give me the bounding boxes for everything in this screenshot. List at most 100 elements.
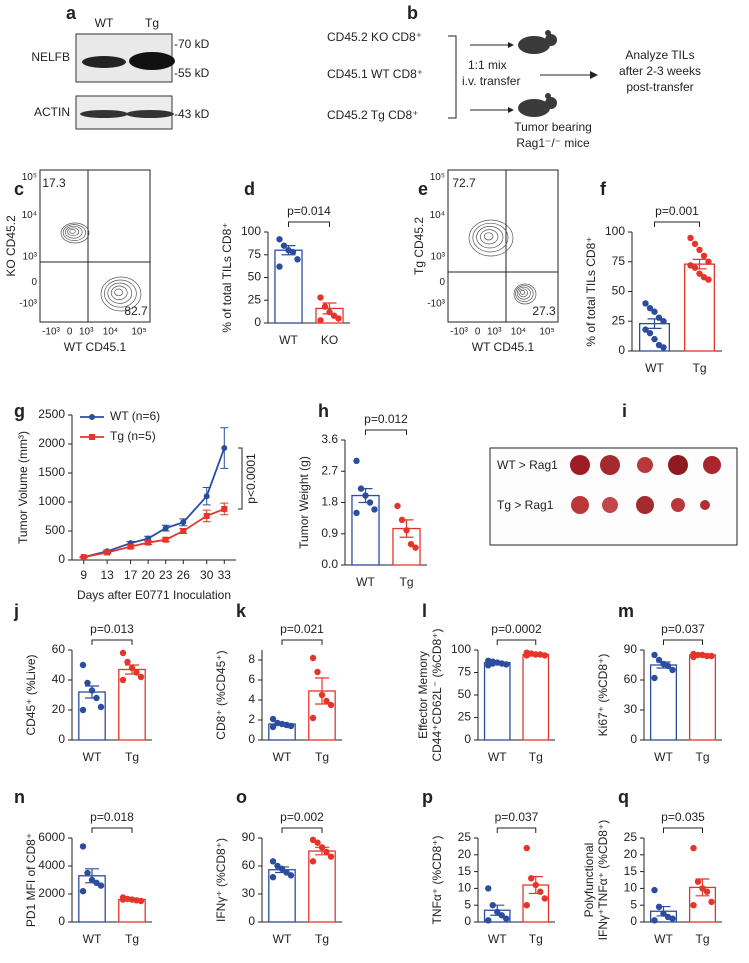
mouse-icon [518,30,557,54]
y-tick-label: 20 [458,847,472,861]
data-point [128,664,136,672]
contour [69,229,76,234]
y-tick-label: 100 [451,642,471,656]
y-tick-label: 50 [458,687,472,701]
data-point [137,897,145,905]
y-tick-label: 10³ [431,251,446,262]
legend-marker [89,434,95,440]
y-tick-label: 6 [248,672,255,686]
marker [221,505,228,512]
panel-label: i [622,401,627,421]
data-point [541,652,548,659]
data-point [651,917,658,924]
y-tick-label: 10⁵ [430,172,445,183]
data-point [708,652,715,660]
data-point [366,499,374,506]
panel-label: g [14,401,25,421]
x-tick-label: -10³ [450,327,468,338]
panel-label: j [13,601,19,621]
data-point [317,317,324,324]
panel-label: l [422,601,427,621]
x-tick-label: Tg [695,750,709,764]
data-point [532,881,539,889]
data-point [97,703,105,711]
y-axis-label: Effector Memory [416,651,430,739]
lane-label: Tg [145,16,159,30]
p-value: p=0.001 [655,204,699,218]
y-tick-label: 2.7 [321,463,338,477]
data-point [327,701,335,709]
y-tick-label: 1500 [38,465,65,479]
y-tick-label: 75 [248,247,262,261]
x-tick-label: 0 [67,327,73,338]
legend-marker [89,414,95,420]
x-tick-label: WT [273,750,292,764]
row-label: NELFB [31,50,70,64]
data-point [276,263,283,270]
donor-label: CD45.2 Tg CD8⁺ [327,108,418,122]
y-tick-label: 2000 [38,436,65,450]
y-tick-label: 10⁵ [22,172,37,183]
y-tick-label: 3.6 [321,432,338,446]
data-point [326,308,333,316]
data-point [503,915,510,922]
data-point [289,248,297,256]
panel-label: a [66,3,77,23]
x-tick-label: 20 [141,568,155,582]
x-tick-label: WT [273,932,292,946]
y-tick-label: 0 [31,277,37,288]
p-value: p=0.012 [364,412,408,426]
x-tick-label: KO [321,333,338,347]
data-point [398,516,406,524]
marker [180,528,187,534]
significance-bracket [663,639,703,645]
data-point [79,888,87,895]
y-tick-label: 40 [52,672,66,686]
x-tick-label: Tg [125,750,139,764]
panel-label: d [244,179,255,199]
y-tick-label: 0 [248,732,255,746]
donor-label: CD45.1 WT CD8⁺ [327,67,423,81]
bar [78,691,106,741]
readout-label: after 2-3 weeks [619,64,701,78]
y-tick-label: 20 [624,847,638,861]
marker [221,445,228,452]
y-axis-label: CD8⁺ (%CD45⁺) [214,650,228,739]
legend-label: Tg (n=5) [110,429,156,443]
y-tick-label: 500 [45,523,65,537]
data-point [119,896,127,903]
contour [110,285,128,300]
y-tick-label: 0 [58,552,65,566]
contour [516,286,531,300]
y-tick-label: 2500 [38,407,65,421]
y-tick-label: 0 [58,732,65,746]
significance-bracket [238,447,243,510]
y-axis-label: IFNγ⁺TNFα⁺ (%CD8⁺) [596,820,610,941]
y-tick-label: 20 [52,702,66,716]
y-axis-label: CD45⁺ (%Live) [24,654,38,735]
y-tick-label: -10³ [19,298,37,309]
data-point [696,270,703,277]
contour [60,222,90,244]
y-tick-label: 4000 [38,858,65,872]
data-point [705,258,712,265]
contour [480,229,499,245]
panel-label: n [14,787,25,807]
y-tick-label: 0 [58,914,65,928]
y-tick-label: 0.0 [321,557,338,571]
data-point [651,308,658,315]
x-tick-label: Tg [529,932,543,946]
data-point [79,661,87,669]
p-value: p=0.035 [661,810,705,824]
marker [145,539,152,546]
y-tick-label: 10 [624,881,638,895]
x-tick-label: 17 [124,568,138,582]
x-tick-label: 33 [218,568,232,582]
data-point [523,844,530,852]
marker [180,519,187,526]
data-point [119,676,127,684]
x-tick-label: 10⁴ [511,327,526,338]
marker [203,512,210,519]
contour [520,290,526,295]
